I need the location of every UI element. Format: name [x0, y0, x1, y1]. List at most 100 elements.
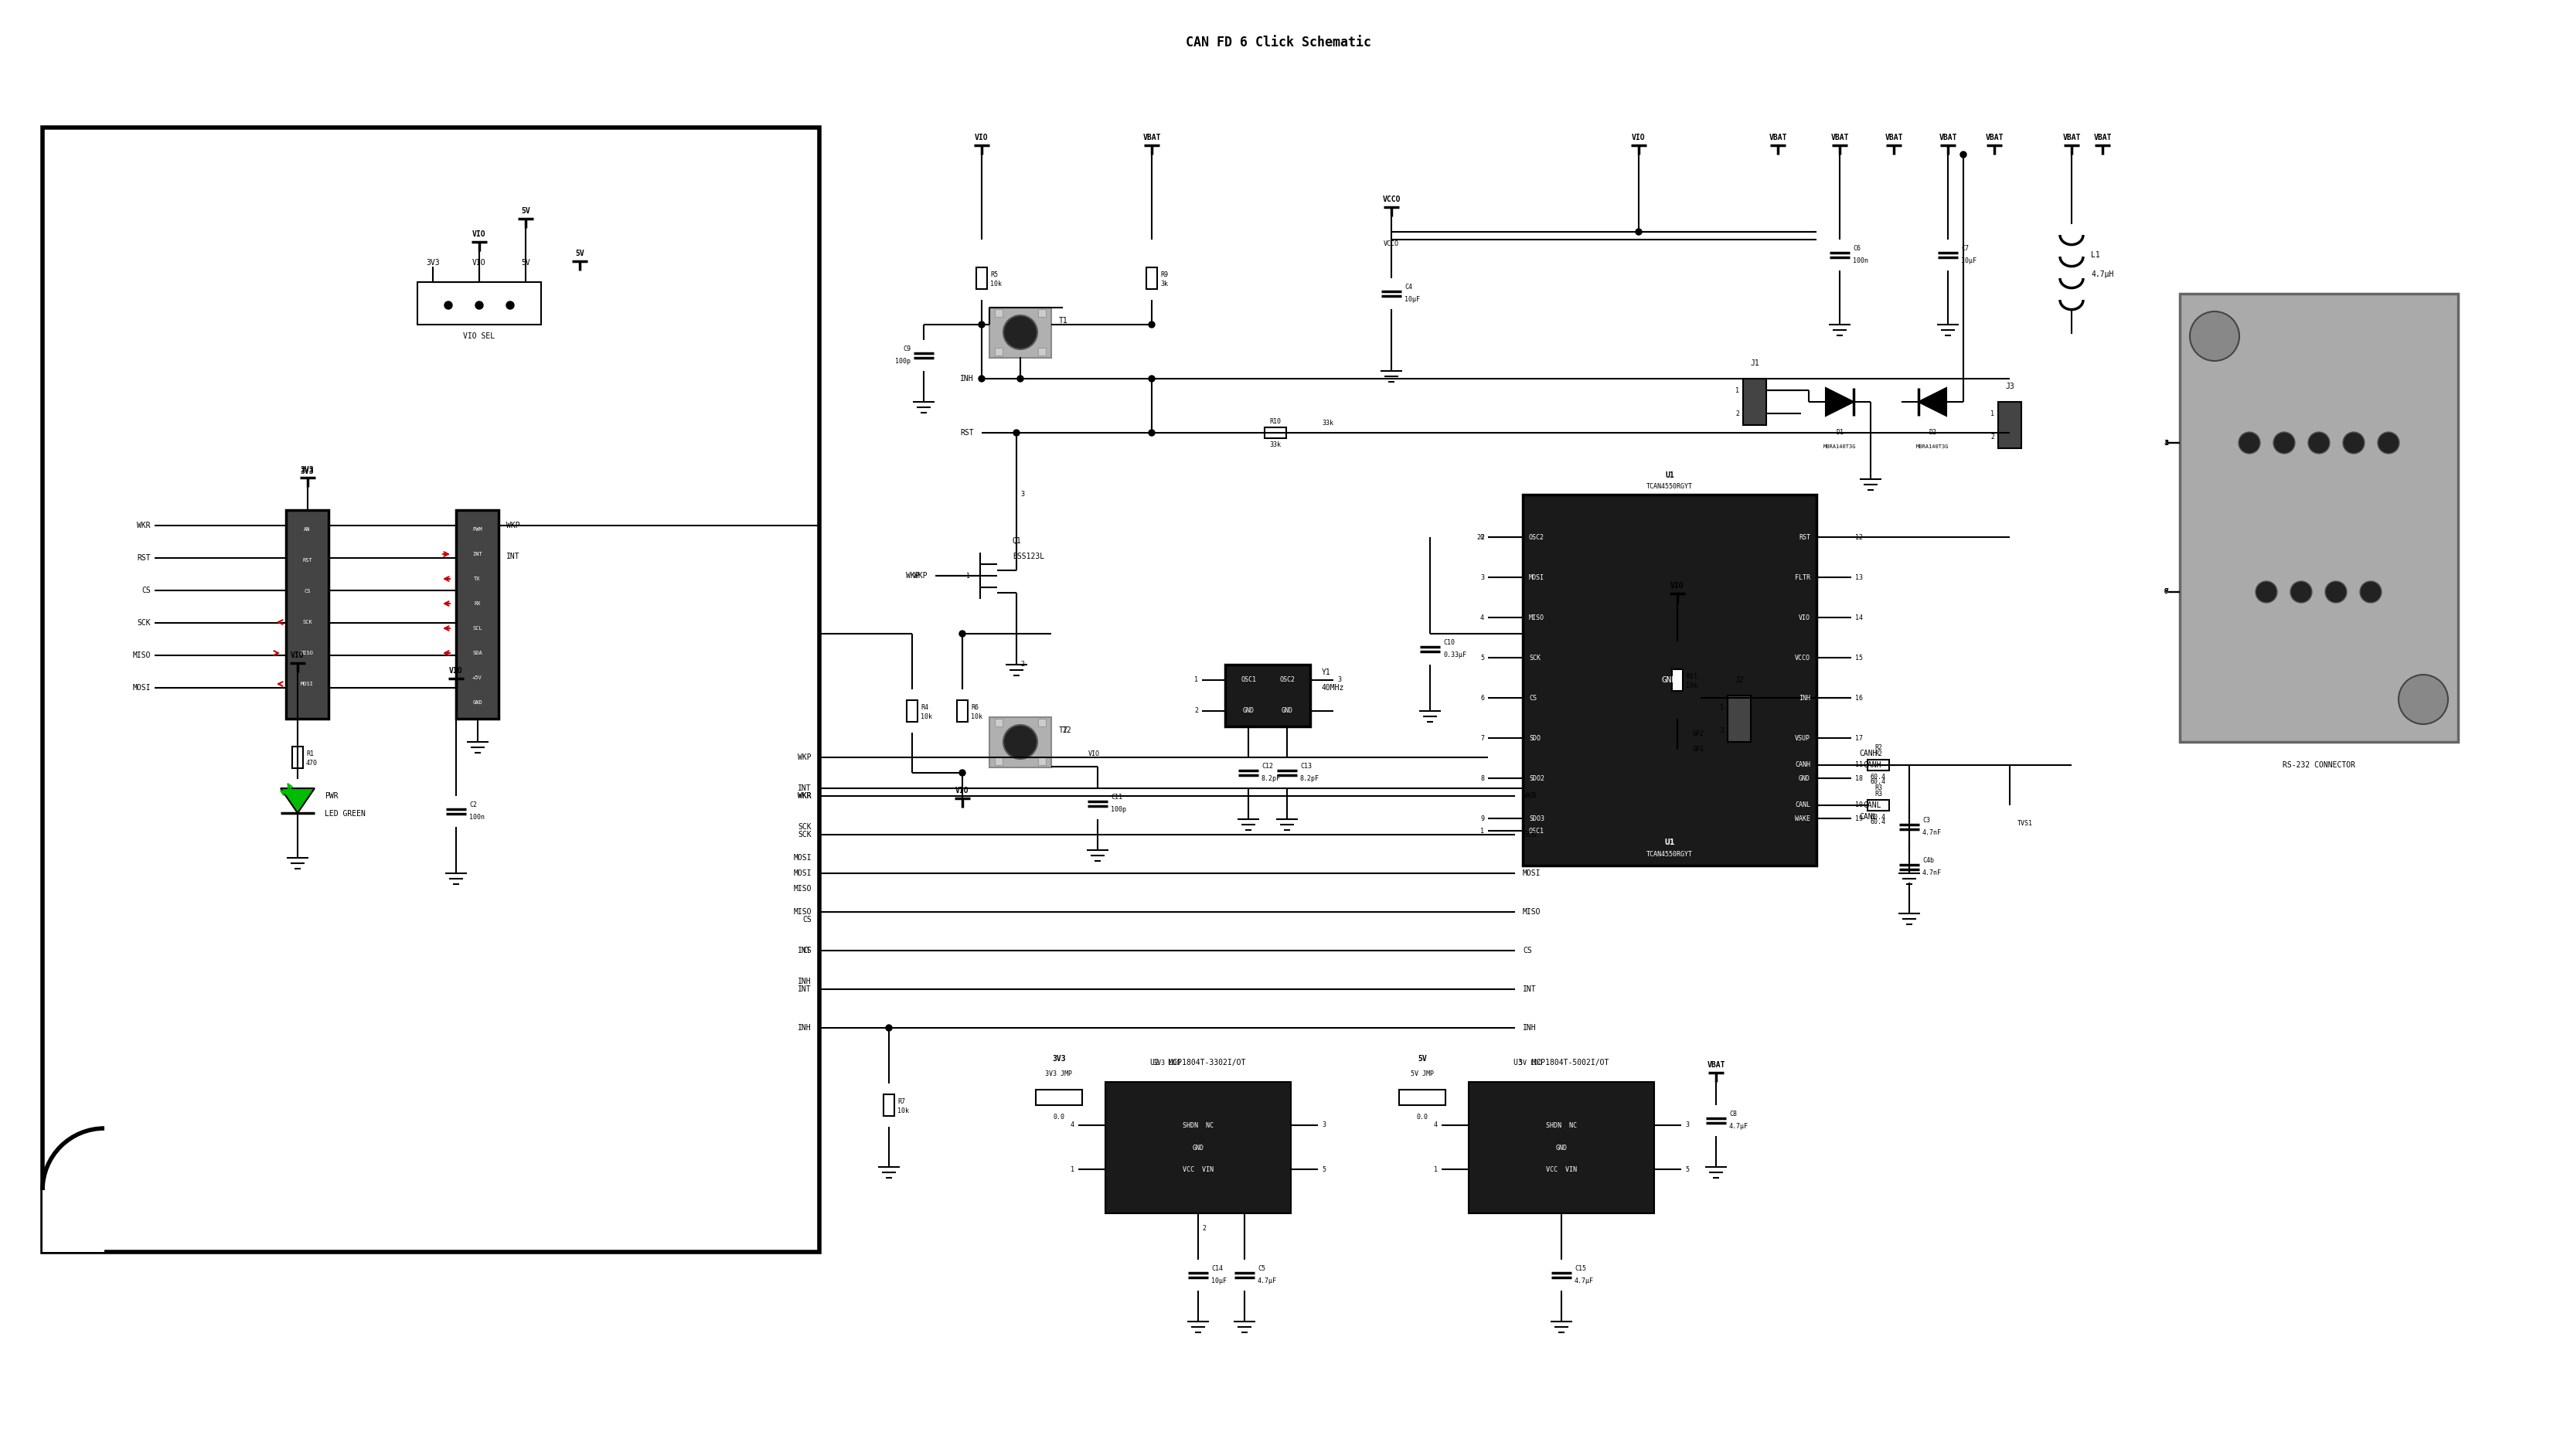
Text: VCCO: VCCO: [1795, 654, 1810, 661]
Text: MOSI: MOSI: [302, 681, 315, 686]
Text: 5V: 5V: [522, 207, 529, 215]
Text: VIO: VIO: [291, 651, 304, 660]
Text: U1: U1: [1665, 472, 1675, 479]
Text: VBAT: VBAT: [1984, 134, 2002, 141]
Text: U1: U1: [1665, 839, 1675, 846]
Text: RST: RST: [961, 430, 974, 437]
Text: 4: 4: [1434, 1121, 1437, 1128]
Circle shape: [2273, 432, 2296, 454]
Text: 3V3: 3V3: [299, 466, 315, 473]
Text: R2: R2: [1874, 744, 1882, 751]
Text: C12: C12: [1261, 763, 1273, 770]
Text: 5V LDO: 5V LDO: [1519, 1059, 1542, 1066]
Bar: [286, 510, 327, 719]
Text: VIO: VIO: [1670, 582, 1685, 590]
Text: T2: T2: [1064, 727, 1071, 734]
Text: 4.7µH: 4.7µH: [2092, 271, 2115, 278]
Text: 3: 3: [1685, 1121, 1690, 1128]
Text: 1: 1: [1721, 703, 1723, 711]
Text: 4.7µF: 4.7µF: [1575, 1278, 1593, 1284]
Text: C13: C13: [1299, 763, 1312, 770]
Text: R7: R7: [898, 1098, 905, 1105]
Text: 12: 12: [1856, 534, 1864, 540]
Text: C8: C8: [1729, 1111, 1736, 1118]
Text: T2: T2: [1059, 727, 1069, 734]
Text: SCL: SCL: [473, 626, 483, 630]
Text: 3k: 3k: [1161, 280, 1169, 287]
Text: 3V3 JMP: 3V3 JMP: [1046, 1070, 1071, 1077]
Text: D1: D1: [1836, 430, 1844, 437]
Circle shape: [1148, 430, 1156, 435]
Circle shape: [1148, 322, 1156, 328]
Text: U3  MCP1804T-5002I/OT: U3 MCP1804T-5002I/OT: [1514, 1059, 1608, 1066]
Text: VBAT: VBAT: [1708, 1061, 1726, 1069]
Text: SHDN  NC: SHDN NC: [1547, 1123, 1578, 1130]
Text: 5: 5: [1685, 1166, 1690, 1172]
Text: INT: INT: [798, 986, 811, 993]
Text: WKR: WKR: [798, 792, 811, 799]
Text: 7: 7: [2163, 588, 2168, 596]
Bar: [956, 700, 967, 722]
Text: 2: 2: [1194, 708, 1199, 715]
Text: R11: R11: [1685, 673, 1698, 680]
Text: 3: 3: [2163, 440, 2168, 447]
Text: VSUP: VSUP: [1795, 735, 1810, 741]
Text: GND: GND: [1192, 1144, 1204, 1152]
Text: 8: 8: [2163, 588, 2168, 596]
Text: RX: RX: [473, 601, 481, 606]
Text: SCK: SCK: [798, 823, 811, 831]
Text: 60.4: 60.4: [1872, 814, 1887, 820]
Text: WKR: WKR: [138, 521, 151, 530]
Text: 10: 10: [1856, 802, 1864, 808]
Text: MOSI: MOSI: [793, 855, 811, 862]
Text: MISO: MISO: [793, 885, 811, 893]
Text: 100n: 100n: [468, 814, 486, 821]
Text: INT: INT: [798, 785, 811, 792]
Circle shape: [1002, 316, 1038, 349]
Text: 10k: 10k: [921, 713, 933, 719]
Text: 2: 2: [1202, 1226, 1207, 1232]
Text: VIO: VIO: [1798, 614, 1810, 620]
Text: MOSI: MOSI: [133, 684, 151, 692]
Text: 16: 16: [1856, 695, 1864, 702]
Circle shape: [2237, 432, 2260, 454]
Bar: [1038, 757, 1046, 764]
Text: SCK: SCK: [1524, 831, 1537, 839]
Text: 3: 3: [1481, 574, 1483, 581]
Text: SDO3: SDO3: [1529, 815, 1544, 821]
Bar: [417, 282, 542, 325]
Circle shape: [1002, 725, 1038, 759]
Text: VIO: VIO: [1631, 134, 1647, 141]
Text: MBRA140T3G: MBRA140T3G: [1823, 444, 1856, 448]
Text: 9: 9: [2163, 588, 2168, 596]
Text: 100p: 100p: [895, 358, 910, 365]
Text: J2: J2: [1734, 676, 1744, 684]
Bar: [885, 1095, 895, 1115]
Text: 5V JMP: 5V JMP: [1411, 1070, 1434, 1077]
Polygon shape: [1826, 387, 1854, 416]
Text: 4: 4: [1481, 614, 1483, 620]
Text: INT: INT: [1524, 986, 1537, 993]
Bar: [977, 268, 987, 290]
Text: 5: 5: [1481, 654, 1483, 661]
Text: 10µF: 10µF: [1212, 1278, 1227, 1284]
Text: OSC1: OSC1: [1240, 677, 1255, 683]
Text: CS: CS: [141, 587, 151, 594]
Text: TVS1: TVS1: [2017, 820, 2033, 827]
Text: C10: C10: [1442, 639, 1455, 646]
Text: INT: INT: [473, 552, 483, 556]
Text: VCC  VIN: VCC VIN: [1184, 1166, 1215, 1174]
Text: VIO: VIO: [956, 786, 969, 795]
Text: PWR: PWR: [325, 792, 338, 799]
Text: CS: CS: [1529, 695, 1537, 702]
Text: VIO: VIO: [473, 230, 486, 237]
Text: LED GREEN: LED GREEN: [325, 810, 366, 818]
Text: 4.7nF: 4.7nF: [1923, 830, 1941, 837]
Circle shape: [2398, 674, 2447, 724]
Text: 20: 20: [1475, 534, 1483, 540]
Text: RST: RST: [1798, 534, 1810, 540]
Text: CANL: CANL: [1795, 802, 1810, 808]
Text: PWM: PWM: [473, 527, 483, 531]
Text: 4.7nF: 4.7nF: [1923, 869, 1941, 877]
Text: MISO: MISO: [302, 651, 315, 655]
